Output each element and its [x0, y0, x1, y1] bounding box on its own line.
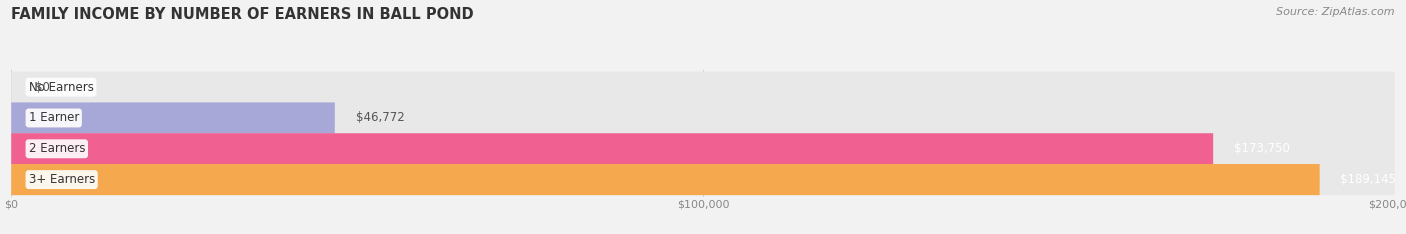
Text: 1 Earner: 1 Earner: [28, 111, 79, 124]
Text: $0: $0: [35, 81, 51, 94]
Text: $46,772: $46,772: [356, 111, 405, 124]
Text: No Earners: No Earners: [28, 81, 93, 94]
FancyBboxPatch shape: [11, 133, 1395, 164]
FancyBboxPatch shape: [11, 164, 1395, 195]
FancyBboxPatch shape: [11, 133, 1213, 164]
FancyBboxPatch shape: [11, 102, 1395, 134]
Text: $173,750: $173,750: [1234, 142, 1289, 155]
Text: 2 Earners: 2 Earners: [28, 142, 84, 155]
Text: 3+ Earners: 3+ Earners: [28, 173, 94, 186]
FancyBboxPatch shape: [11, 102, 335, 134]
Text: $189,145: $189,145: [1340, 173, 1396, 186]
FancyBboxPatch shape: [11, 72, 1395, 103]
Text: Source: ZipAtlas.com: Source: ZipAtlas.com: [1277, 7, 1395, 17]
Text: FAMILY INCOME BY NUMBER OF EARNERS IN BALL POND: FAMILY INCOME BY NUMBER OF EARNERS IN BA…: [11, 7, 474, 22]
FancyBboxPatch shape: [11, 164, 1320, 195]
